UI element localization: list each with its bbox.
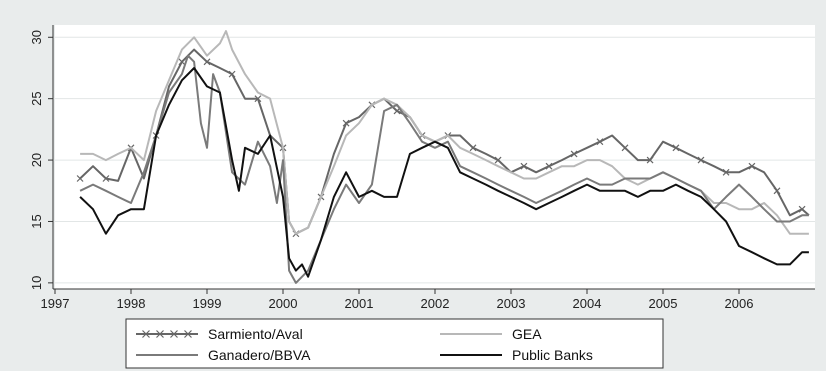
series-marker (621, 144, 629, 152)
x-tick-label: 2001 (345, 296, 374, 311)
series-marker (76, 175, 84, 182)
series-marker (178, 58, 186, 66)
x-tick-label: 2000 (269, 296, 298, 311)
series-marker (748, 162, 756, 170)
legend-marker (156, 330, 164, 338)
y-tick-label: 10 (29, 276, 44, 290)
series-marker (469, 144, 477, 152)
y-tick-label: 30 (29, 30, 44, 44)
series-marker (773, 187, 781, 195)
legend-label-ganadero-bbva: Ganadero/BBVA (208, 347, 311, 363)
series-marker (254, 95, 262, 103)
series-marker (342, 119, 350, 127)
y-tick-label: 15 (29, 214, 44, 228)
series-lines (76, 30, 810, 284)
series-marker (520, 162, 528, 170)
legend-marker (142, 330, 150, 338)
y-tick-label: 20 (29, 153, 44, 167)
x-tick-label: 2006 (725, 296, 754, 311)
legend-label-sarmiento-aval: Sarmiento/Aval (208, 326, 303, 342)
legend-label-public-banks: Public Banks (512, 347, 593, 363)
legend-marker (170, 330, 178, 338)
legend-marker (184, 330, 192, 338)
series-marker (596, 138, 604, 146)
series-marker (672, 144, 680, 152)
axes: 10 15 20 25 30 1997 1998 1999 2000 2001 2002 2003 20… (29, 25, 815, 311)
x-tick-label: 2004 (573, 296, 602, 311)
plot-background (55, 25, 815, 289)
x-tick-label: 1997 (41, 296, 70, 311)
x-tick-label: 2003 (497, 296, 526, 311)
series-marker (545, 162, 553, 170)
series-marker (203, 58, 211, 66)
x-tick-label: 1998 (117, 296, 146, 311)
x-tick-label: 2002 (421, 296, 450, 311)
series-marker (646, 156, 654, 164)
series-line-ganadero-bbva (79, 54, 809, 284)
y-tick-label: 25 (29, 91, 44, 105)
series-marker (697, 156, 705, 164)
legend: Sarmiento/Aval GEA Ganadero/BBVA Public Ban… (125, 318, 664, 369)
series-line-public-banks (79, 67, 809, 278)
series-marker (570, 150, 578, 158)
x-tick-label: 2005 (649, 296, 678, 311)
x-tick-label: 1999 (193, 296, 222, 311)
series-marker (228, 70, 236, 78)
series-marker (102, 175, 110, 182)
series-marker (494, 156, 502, 164)
grid-lines (55, 36, 815, 284)
legend-box (125, 318, 664, 369)
legend-label-gea: GEA (512, 326, 542, 342)
series-marker (722, 168, 730, 176)
series-marker (798, 205, 806, 213)
